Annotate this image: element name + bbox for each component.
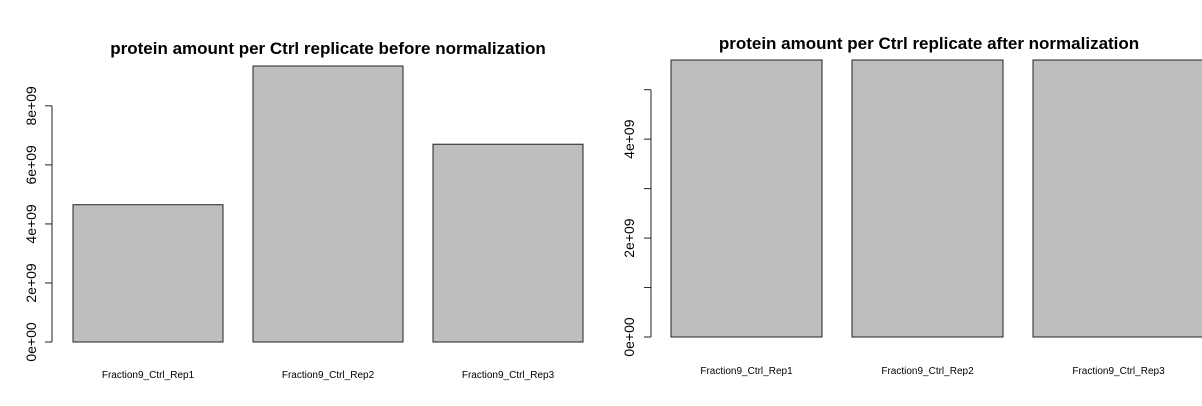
y-tick-label: 8e+09 xyxy=(23,86,39,126)
y-axis: 0e+00 2e+09 4e+09 6e+09 8e+09 xyxy=(23,86,53,362)
x-tick-label: Fraction9_Ctrl_Rep3 xyxy=(462,370,555,381)
x-axis-labels: Fraction9_Ctrl_Rep1 Fraction9_Ctrl_Rep2 Fr… xyxy=(102,370,555,381)
bar-3 xyxy=(432,143,584,343)
x-tick-label: Fraction9_Ctrl_Rep1 xyxy=(102,370,195,381)
y-tick-label: 4e+09 xyxy=(621,119,637,159)
x-tick-label: Fraction9_Ctrl_Rep3 xyxy=(1072,366,1165,377)
y-axis: 0e+00 2e+09 4e+09 xyxy=(621,89,652,357)
x-tick-label: Fraction9_Ctrl_Rep1 xyxy=(700,366,793,377)
chart-title: protein amount per Ctrl replicate before… xyxy=(110,39,545,58)
bar-2 xyxy=(252,65,404,343)
y-tick-label: 6e+09 xyxy=(23,145,39,185)
y-tick-label: 0e+00 xyxy=(23,322,39,362)
y-tick-label: 0e+00 xyxy=(621,317,637,357)
bar-1 xyxy=(72,204,224,343)
y-tick-label: 2e+09 xyxy=(621,218,637,258)
bar-3 xyxy=(1032,59,1202,338)
bar-2 xyxy=(851,59,1004,338)
bar-group xyxy=(72,65,584,343)
x-axis-labels: Fraction9_Ctrl_Rep1 Fraction9_Ctrl_Rep2 Fr… xyxy=(700,366,1165,377)
y-tick-label: 2e+09 xyxy=(23,263,39,303)
bar-group xyxy=(670,59,1202,338)
chart-title: protein amount per Ctrl replicate after … xyxy=(719,34,1139,53)
y-tick-label: 4e+09 xyxy=(23,204,39,244)
x-tick-label: Fraction9_Ctrl_Rep2 xyxy=(282,370,375,381)
chart-before-normalization: protein amount per Ctrl replicate before… xyxy=(23,39,584,381)
chart-after-normalization: protein amount per Ctrl replicate after … xyxy=(621,34,1202,377)
bar-1 xyxy=(670,59,823,338)
x-tick-label: Fraction9_Ctrl_Rep2 xyxy=(881,366,974,377)
